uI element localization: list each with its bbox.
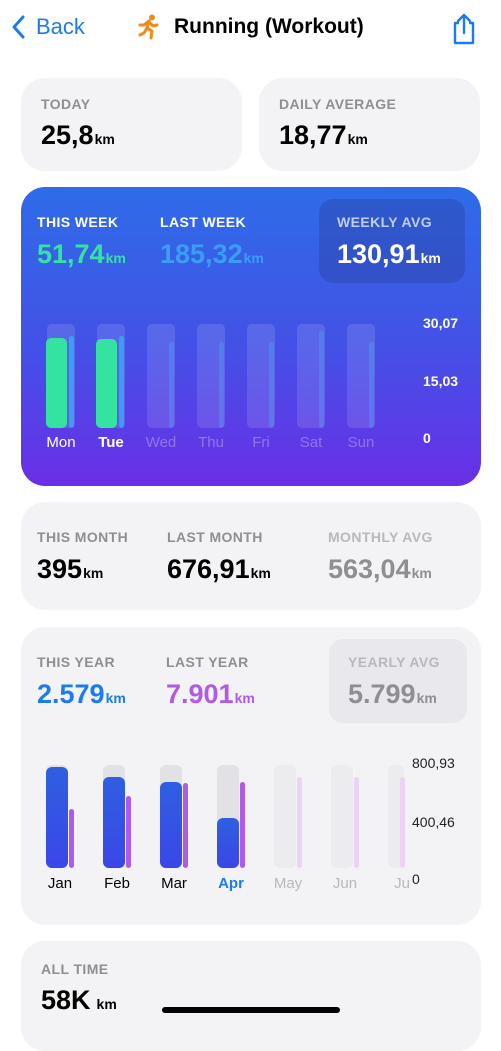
year-bar-this-apr xyxy=(217,817,239,868)
year-month-label[interactable]: Mar xyxy=(161,875,187,892)
year-bar-last-feb xyxy=(126,795,131,868)
last-month-value: 676,91km xyxy=(167,554,271,584)
share-icon[interactable] xyxy=(450,12,478,46)
today-card: TODAY 25,8km xyxy=(21,78,242,171)
week-tick-mid: 15,03 xyxy=(423,373,459,389)
week-bar-last-sun xyxy=(369,341,374,428)
running-person-icon xyxy=(138,14,159,40)
year-month-label[interactable]: Jun xyxy=(332,875,358,892)
year-bar-last-may xyxy=(297,776,302,868)
all-time-label: ALL TIME xyxy=(41,961,109,977)
home-indicator[interactable] xyxy=(162,1007,340,1013)
year-bar-background xyxy=(331,765,353,868)
year-bar-last-ju xyxy=(400,776,405,868)
year-month-label[interactable]: Jan xyxy=(47,875,73,892)
year-bar-last-jan xyxy=(69,808,74,868)
yearly-avg-box xyxy=(329,639,467,723)
year-month-label[interactable]: Apr xyxy=(218,875,244,892)
year-bar-background xyxy=(274,765,296,868)
this-year-label: THIS YEAR xyxy=(37,654,116,670)
this-month-label: THIS MONTH xyxy=(37,529,129,545)
week-bar-last-mon xyxy=(69,336,74,428)
week-tick-top: 30,07 xyxy=(423,315,459,331)
year-bar-last-mar xyxy=(183,783,188,868)
year-month-label[interactable]: Ju xyxy=(394,875,410,892)
monthly-avg-value: 563,04km xyxy=(328,554,432,584)
week-card: THIS WEEK 51,74km LAST WEEK 185,32km WEE… xyxy=(21,187,481,486)
week-bar-last-tue xyxy=(119,336,124,428)
year-bar-last-apr xyxy=(240,782,245,868)
week-bar-last-wed xyxy=(169,341,174,428)
year-month-label[interactable]: Feb xyxy=(104,875,130,892)
weekly-avg-label: WEEKLY AVG xyxy=(337,214,433,230)
year-card: THIS YEAR 2.579km LAST YEAR 7.901km YEAR… xyxy=(21,627,481,925)
today-value: 25,8km xyxy=(41,120,115,150)
last-month-label: LAST MONTH xyxy=(167,529,263,545)
year-bar-last-jun xyxy=(354,776,359,868)
yearly-avg-label: YEARLY AVG xyxy=(348,654,440,670)
daily-average-value: 18,77km xyxy=(279,120,368,150)
yearly-avg-value: 5.799km xyxy=(348,679,437,709)
weekly-avg-box xyxy=(319,199,465,283)
week-day-label[interactable]: Thu xyxy=(198,434,224,451)
weekly-avg-value: 130,91km xyxy=(337,239,441,269)
page-title: Running (Workout) xyxy=(174,15,364,38)
week-tick-zero: 0 xyxy=(423,430,431,446)
last-year-label: LAST YEAR xyxy=(166,654,249,670)
last-week-label: LAST WEEK xyxy=(160,214,247,230)
back-button[interactable]: Back xyxy=(8,12,85,42)
year-bar-this-mar xyxy=(160,781,182,868)
this-month-value: 395km xyxy=(37,554,104,584)
week-day-label[interactable]: Tue xyxy=(98,434,124,451)
week-bar-last-thu xyxy=(219,341,224,428)
week-day-label[interactable]: Sat xyxy=(299,434,323,451)
daily-average-card: DAILY AVERAGE 18,77km xyxy=(259,78,480,171)
this-week-label: THIS WEEK xyxy=(37,214,119,230)
week-day-label[interactable]: Wed xyxy=(145,434,177,451)
daily-average-label: DAILY AVERAGE xyxy=(279,96,397,112)
monthly-avg-label: MONTHLY AVG xyxy=(328,529,433,545)
week-day-label[interactable]: Fri xyxy=(252,434,270,451)
page-title-group: Running (Workout) xyxy=(138,14,364,40)
week-bar-last-sat xyxy=(319,331,324,428)
this-week-value: 51,74km xyxy=(37,239,126,269)
last-week-value: 185,32km xyxy=(160,239,264,269)
month-card: THIS MONTH 395km LAST MONTH 676,91km MON… xyxy=(21,502,481,610)
year-tick-top: 800,93 xyxy=(412,755,455,771)
week-day-label[interactable]: Mon xyxy=(46,434,76,451)
year-month-label[interactable]: May xyxy=(273,875,303,892)
year-tick-zero: 0 xyxy=(412,871,420,887)
week-day-label[interactable]: Sun xyxy=(347,434,375,451)
week-bar-this-mon xyxy=(46,338,67,428)
last-year-value: 7.901km xyxy=(166,679,255,709)
today-label: TODAY xyxy=(41,96,91,112)
all-time-value: 58K km xyxy=(41,985,117,1015)
back-label: Back xyxy=(36,14,85,39)
year-tick-mid: 400,46 xyxy=(412,814,455,830)
week-bar-this-tue xyxy=(96,338,117,428)
chevron-left-icon xyxy=(12,15,25,39)
this-year-value: 2.579km xyxy=(37,679,126,709)
week-bar-last-fri xyxy=(269,341,274,428)
year-bar-this-jan xyxy=(46,767,68,868)
year-bar-this-feb xyxy=(103,777,125,868)
all-time-card: ALL TIME 58K km xyxy=(21,941,481,1051)
